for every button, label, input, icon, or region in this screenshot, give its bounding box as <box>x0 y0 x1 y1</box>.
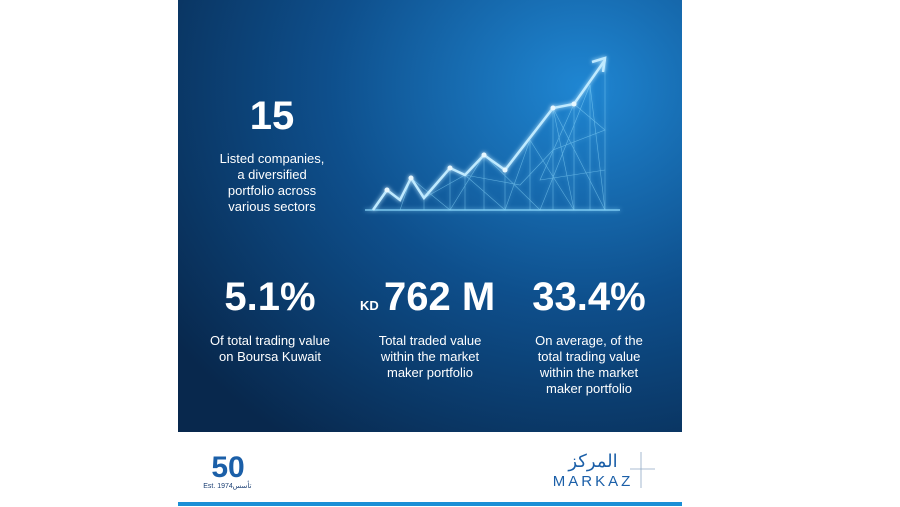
anniversary-established: Est. 1974 <box>203 483 233 490</box>
description-line: various sectors <box>228 199 316 214</box>
description-line: On average, of the <box>535 333 643 348</box>
growth-graphic <box>365 56 620 211</box>
description-line: within the market <box>380 349 480 364</box>
description-line: a diversified <box>237 167 306 182</box>
description-line: Listed companies, <box>220 151 325 166</box>
description-line: on Boursa Kuwait <box>219 349 321 364</box>
description-line: Total traded value <box>379 333 482 348</box>
brand-latin: MARKAZ <box>553 473 634 490</box>
anniversary-number: 50 <box>211 451 244 484</box>
highlight-value: 15 <box>250 94 295 138</box>
stat-value: 5.1% <box>224 275 315 319</box>
description-line: portfolio across <box>228 183 317 198</box>
description-line: within the market <box>539 365 639 380</box>
stat-prefix: KD <box>360 298 379 313</box>
description-line: total trading value <box>538 349 641 364</box>
stat-value: 762 M <box>384 275 495 319</box>
stat-value: 33.4% <box>532 275 645 319</box>
brand-mark <box>630 452 655 488</box>
brand-arabic: المركز <box>567 451 617 472</box>
description-line: maker portfolio <box>546 381 632 396</box>
description-line: maker portfolio <box>387 365 473 380</box>
description-line: Of total trading value <box>210 333 330 348</box>
anniversary-arabic: تأسس <box>233 480 252 490</box>
